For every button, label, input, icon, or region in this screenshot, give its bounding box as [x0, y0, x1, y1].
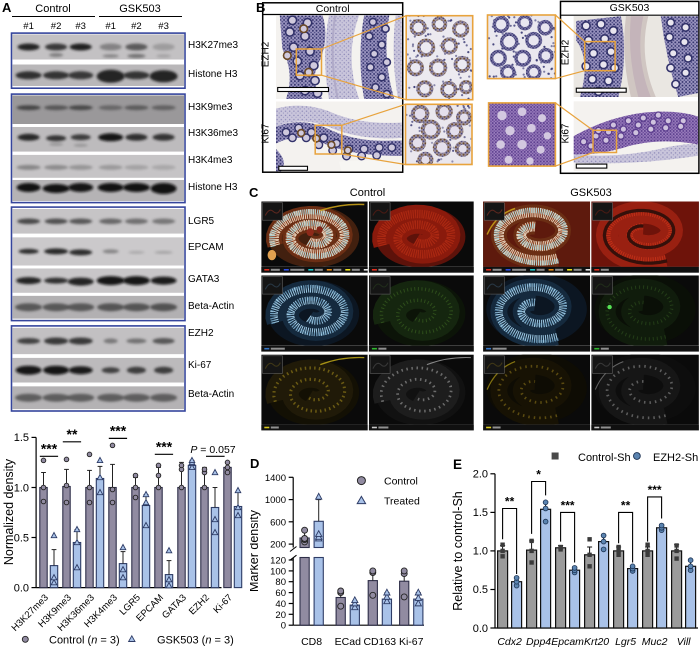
svg-text:200: 200 [270, 540, 286, 551]
svg-text:E: E [453, 457, 462, 472]
svg-text:***: *** [110, 425, 127, 439]
svg-text:EZH2: EZH2 [187, 592, 212, 617]
svg-text:80: 80 [275, 577, 286, 588]
svg-text:0: 0 [281, 621, 286, 632]
svg-text:Cdx2: Cdx2 [497, 636, 522, 648]
svg-text:0.0: 0.0 [473, 623, 488, 635]
svg-text:**: ** [67, 426, 78, 442]
svg-text:1.5: 1.5 [14, 432, 29, 444]
svg-text:ECad: ECad [335, 636, 361, 648]
svg-text:Vill: Vill [677, 636, 691, 648]
svg-text:100: 100 [270, 566, 286, 577]
svg-text:**: ** [505, 495, 515, 509]
svg-text:GATA3: GATA3 [160, 592, 189, 621]
svg-text:Muc2: Muc2 [642, 636, 668, 648]
svg-text:0.5: 0.5 [14, 532, 29, 544]
svg-text:0.0: 0.0 [14, 582, 29, 594]
svg-text:1.0: 1.0 [473, 546, 488, 558]
svg-text:60: 60 [275, 588, 286, 599]
svg-text:0.5: 0.5 [473, 584, 488, 596]
svg-text:EZH2-Sh: EZH2-Sh [653, 452, 698, 464]
svg-text:1.0: 1.0 [14, 482, 29, 494]
svg-text:***: *** [648, 483, 662, 497]
svg-text:GSK503 (n = 3): GSK503 (n = 3) [157, 635, 234, 647]
svg-text:Epcam: Epcam [551, 636, 584, 648]
svg-text:20: 20 [275, 610, 286, 621]
svg-text:Lgr5: Lgr5 [615, 636, 636, 648]
svg-text:2.0: 2.0 [473, 469, 488, 481]
svg-text:Marker density: Marker density [250, 509, 261, 592]
svg-text:Krt20: Krt20 [584, 636, 609, 648]
svg-text:Ki-67: Ki-67 [399, 636, 424, 648]
svg-text:CD163: CD163 [363, 636, 396, 648]
svg-text:Control-Sh: Control-Sh [578, 452, 631, 464]
svg-text:1400: 1400 [265, 473, 286, 484]
svg-text:CD8: CD8 [301, 636, 322, 648]
svg-text:**: ** [621, 498, 631, 512]
svg-text:1.5: 1.5 [473, 507, 488, 519]
svg-text:Control: Control [384, 476, 418, 488]
svg-text:Treated: Treated [384, 496, 420, 508]
svg-text:Ki-67: Ki-67 [211, 592, 234, 615]
svg-text:***: *** [156, 439, 173, 455]
svg-text:*: * [536, 468, 541, 482]
svg-text:Dpp4: Dpp4 [526, 636, 551, 648]
svg-text:600: 600 [270, 517, 286, 528]
svg-text:1000: 1000 [265, 495, 286, 506]
svg-text:***: *** [561, 498, 575, 512]
svg-text:Normalized density: Normalized density [2, 458, 16, 565]
svg-text:Relative to control-Sh: Relative to control-Sh [451, 491, 465, 611]
svg-text:40: 40 [275, 599, 286, 610]
svg-text:P = 0.057: P = 0.057 [190, 444, 235, 456]
svg-text:***: *** [41, 441, 58, 457]
svg-text:120: 120 [270, 556, 286, 567]
svg-text:Control (n = 3): Control (n = 3) [49, 635, 120, 647]
svg-text:D: D [250, 456, 259, 471]
